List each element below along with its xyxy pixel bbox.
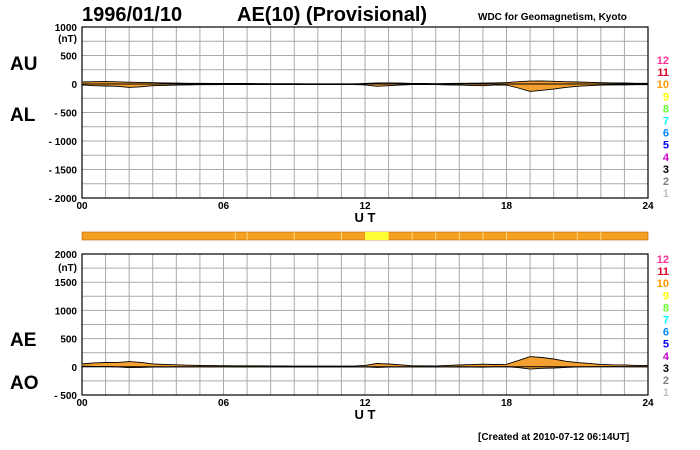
y-tick-label: - 1000 — [49, 137, 78, 148]
y-tick-label: 0 — [71, 80, 77, 91]
legend-number-4: 4 — [663, 351, 670, 363]
legend-number-3: 3 — [663, 363, 669, 375]
x-axis-label: U T — [355, 407, 376, 422]
unit-label: (nT) — [58, 34, 77, 45]
series-line-al — [81, 84, 648, 92]
legend-number-2: 2 — [663, 176, 669, 188]
legend-number-11: 11 — [657, 67, 669, 79]
organization-label: WDC for Geomagnetism, Kyoto — [478, 12, 627, 23]
x-tick-label: 12 — [359, 201, 371, 212]
legend-number-6: 6 — [663, 128, 669, 140]
legend-number-3: 3 — [663, 164, 669, 176]
plot-title: AE(10) (Provisional) — [237, 4, 428, 26]
y-tick-label: 1000 — [55, 306, 78, 317]
y-tick-label: - 1500 — [49, 166, 78, 177]
legend-number-11: 11 — [657, 266, 669, 278]
legend-number-10: 10 — [657, 79, 669, 91]
created-timestamp: [Created at 2010-07-12 06:14UT] — [478, 432, 630, 443]
legend-number-1: 1 — [663, 188, 669, 200]
series-line-au — [81, 80, 648, 85]
legend-number-8: 8 — [663, 302, 669, 314]
x-tick-label: 06 — [218, 398, 230, 409]
plot-frame — [81, 26, 649, 199]
x-tick-label: 18 — [501, 398, 513, 409]
plot-frame — [81, 253, 649, 396]
status-bar-highlight — [365, 232, 389, 240]
legend-number-4: 4 — [663, 152, 670, 164]
x-tick-label: 24 — [642, 398, 654, 409]
x-tick-label: 18 — [501, 201, 513, 212]
x-tick-label: 06 — [218, 201, 230, 212]
series-label-au: AU — [10, 54, 37, 75]
x-axis-label: U T — [355, 210, 376, 225]
y-tick-label: 1000 — [55, 23, 78, 34]
legend-number-6: 6 — [663, 327, 669, 339]
y-tick-label: - 500 — [54, 391, 77, 402]
series-label-al: AL — [10, 105, 36, 126]
panel-1: 1000 500 0 - 500 - 1000 - 1500 - 2000 (nT) 00 06 1… — [10, 23, 670, 225]
x-tick-label: 24 — [642, 201, 654, 212]
legend-number-10: 10 — [657, 278, 669, 290]
legend-number-9: 9 — [663, 290, 669, 302]
y-tick-label: 2000 — [55, 250, 78, 261]
y-tick-label: 500 — [60, 52, 77, 63]
series-label-ao: AO — [10, 373, 39, 394]
x-tick-label: 00 — [76, 201, 88, 212]
y-tick-label: 0 — [71, 363, 77, 374]
legend-number-12: 12 — [657, 254, 669, 266]
legend-number-5: 5 — [663, 140, 669, 152]
x-tick-label: 12 — [359, 398, 371, 409]
y-tick-label: 1500 — [55, 278, 78, 289]
legend-number-7: 7 — [663, 315, 669, 327]
legend-number-5: 5 — [663, 339, 669, 351]
legend-number-9: 9 — [663, 91, 669, 103]
station-status-bar — [81, 231, 649, 241]
series-line-ae — [81, 356, 648, 367]
legend-number-7: 7 — [663, 116, 669, 128]
y-tick-label: - 500 — [54, 109, 77, 120]
legend-number-2: 2 — [663, 375, 669, 387]
x-tick-label: 00 — [76, 398, 88, 409]
plot-date: 1996/01/10 — [82, 4, 183, 26]
unit-label: (nT) — [58, 263, 77, 274]
y-tick-label: 500 — [60, 335, 77, 346]
y-tick-label: - 2000 — [49, 194, 78, 205]
series-label-ae: AE — [10, 330, 36, 351]
legend-number-12: 12 — [657, 55, 669, 67]
legend-number-1: 1 — [663, 387, 669, 399]
legend-number-8: 8 — [663, 103, 669, 115]
